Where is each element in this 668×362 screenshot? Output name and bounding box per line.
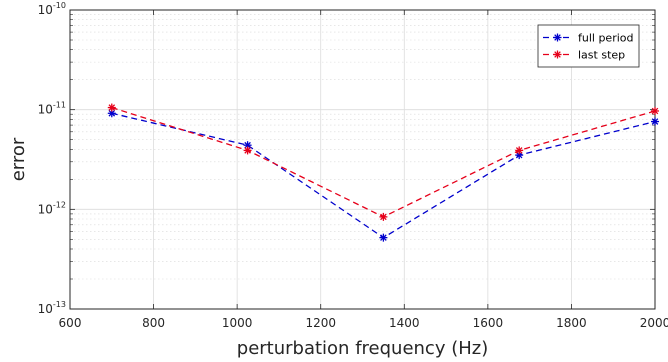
data-point-full-period [651,117,659,126]
x-tick-label: 600 [59,316,82,330]
legend-marker-full-period [553,33,562,42]
major-grid [70,10,655,309]
y-axis-label: error [8,137,29,181]
x-tick-label: 1400 [389,316,420,330]
data-point-last-step [243,146,252,155]
x-tick-label: 1000 [222,316,253,330]
x-tick-labels: 600 800 1000 1200 1400 1600 1800 2000 [59,316,668,330]
series-layer [107,103,659,242]
data-point-full-period [379,233,388,242]
data-point-last-step [515,146,524,155]
x-axis-label: perturbation frequency (Hz) [237,338,488,359]
legend-entry-full-period: full period [543,32,634,45]
data-point-last-step [651,106,659,115]
y-tick-label: 10-10 [38,1,66,17]
y-tick-label: 10-12 [38,200,66,216]
x-tick-label: 1800 [556,316,587,330]
series-full-period [107,109,659,242]
legend: full period last step [537,24,640,68]
x-tick-label: 800 [142,316,165,330]
y-tick-label: 10-13 [38,300,66,316]
x-tick-label: 2000 [640,316,668,330]
legend-label: full period [578,32,634,45]
data-point-last-step [107,103,116,112]
legend-marker-last-step [553,50,562,59]
y-tick-labels: 10-13 10-12 10-11 10-10 [38,1,66,316]
series-last-step [107,103,659,221]
legend-label: last step [578,49,625,62]
x-tick-label: 1200 [305,316,336,330]
plot-frame [69,9,656,310]
minor-grid [70,14,655,280]
legend-entry-last-step: last step [543,49,625,62]
y-tick-label: 10-11 [38,101,66,117]
legend-entries: full period last step [543,32,634,62]
legend-box [537,24,640,68]
data-point-last-step [379,212,388,221]
x-tick-label: 1600 [473,316,504,330]
